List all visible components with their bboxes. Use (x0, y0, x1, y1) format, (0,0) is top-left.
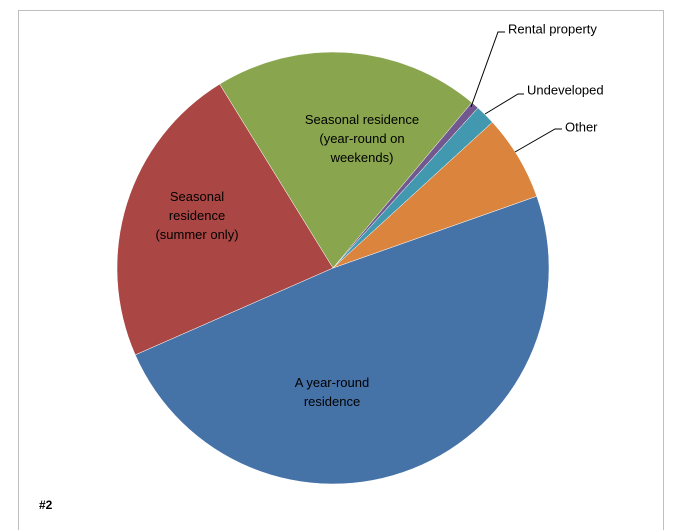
slice-label: Rental property (508, 21, 597, 36)
slice-label-box: Seasonal residence (summer only) (155, 188, 239, 242)
slice-label: Seasonal residence (year-round on weeken… (304, 111, 420, 165)
slice-label: A year-round residence (294, 375, 370, 409)
chart-label: #2 (39, 498, 53, 512)
leader-line (514, 128, 562, 153)
slice-label: Other (565, 119, 598, 134)
slice-label-box: Seasonal residence (year-round on weeken… (304, 111, 420, 165)
slice-label: Seasonal residence (summer only) (155, 188, 239, 242)
leader-line (470, 31, 505, 108)
pie-slice (116, 83, 334, 356)
slice-label-box: A year-round residence (294, 375, 370, 409)
pie-slice (219, 51, 473, 269)
pie-slice (134, 195, 550, 485)
leader-line (484, 93, 524, 115)
slice-label: Undeveloped (527, 82, 604, 97)
pie-slice (332, 121, 538, 269)
